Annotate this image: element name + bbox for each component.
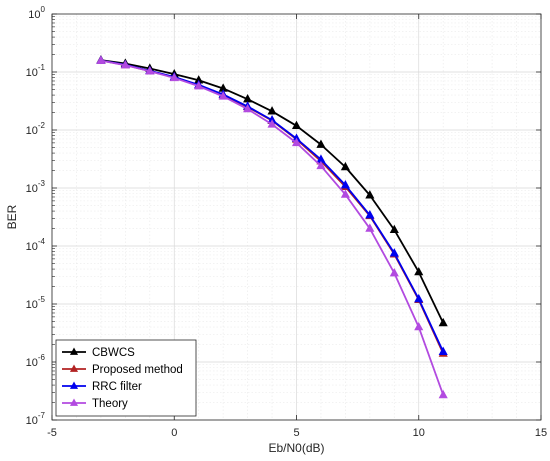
legend-marker <box>69 398 79 406</box>
data-point <box>316 160 326 170</box>
series-layer <box>96 55 448 399</box>
legend-marker <box>69 381 79 389</box>
data-point <box>169 72 179 82</box>
data-point <box>389 268 399 277</box>
y-tick-label: 10-1 <box>26 63 46 79</box>
data-point <box>414 321 424 331</box>
data-point <box>414 266 424 276</box>
x-tick-label: 0 <box>171 427 177 439</box>
legend-item-cbwcs: CBWCS <box>62 347 135 359</box>
data-point <box>243 103 253 113</box>
x-tick-label: 15 <box>535 427 547 439</box>
x-tick-label: 5 <box>293 427 299 439</box>
data-point <box>291 137 302 147</box>
data-point <box>96 55 106 64</box>
y-axis-label: BER <box>5 204 19 229</box>
data-point <box>291 120 302 130</box>
tick-layer: -5 0 5 10 15 10-7 10-6 10-5 10-4 10-3 10-2 10-1 100 <box>26 5 548 439</box>
data-point <box>438 389 448 399</box>
legend: CBWCS Proposed method RRC filter Theory <box>55 339 197 417</box>
legend-label: Proposed method <box>92 364 183 376</box>
series-theory <box>96 55 448 399</box>
data-point <box>365 190 375 199</box>
data-point <box>120 60 130 69</box>
legend-item-rrc-filter: RRC filter <box>62 381 142 393</box>
data-point <box>365 210 375 219</box>
y-tick-label: 10-4 <box>26 237 46 253</box>
y-tick-label: 10-7 <box>26 411 46 427</box>
y-tick-label: 10-2 <box>26 121 46 137</box>
y-tick-label: 10-6 <box>26 353 46 369</box>
data-point <box>340 180 350 189</box>
y-tick-label: 100 <box>28 5 45 21</box>
data-point <box>340 161 350 171</box>
x-tick-label: -5 <box>47 427 57 439</box>
legend-item-proposed-method: Proposed method <box>62 364 183 376</box>
legend-marker <box>69 347 79 355</box>
data-point <box>389 248 399 257</box>
grid <box>51 14 542 421</box>
data-point <box>438 346 448 356</box>
legend-marker <box>69 364 79 372</box>
data-point <box>389 224 399 234</box>
data-point <box>414 293 424 303</box>
y-tick-label: 10-3 <box>26 179 46 195</box>
legend-label: RRC filter <box>92 381 142 393</box>
x-axis-label: Eb/N0(dB) <box>268 441 324 455</box>
data-point <box>194 81 204 90</box>
data-point <box>267 106 277 115</box>
y-tick-label: 10-5 <box>26 295 46 311</box>
x-tick-label: 10 <box>413 427 425 439</box>
legend-item-theory: Theory <box>62 398 128 410</box>
legend-label: CBWCS <box>92 347 135 359</box>
data-point <box>438 317 448 327</box>
data-point <box>218 91 228 100</box>
data-point <box>340 189 350 198</box>
data-point <box>365 223 375 232</box>
legend-label: Theory <box>92 398 128 410</box>
data-point <box>316 139 326 148</box>
data-point <box>145 66 155 75</box>
data-point <box>267 119 277 128</box>
